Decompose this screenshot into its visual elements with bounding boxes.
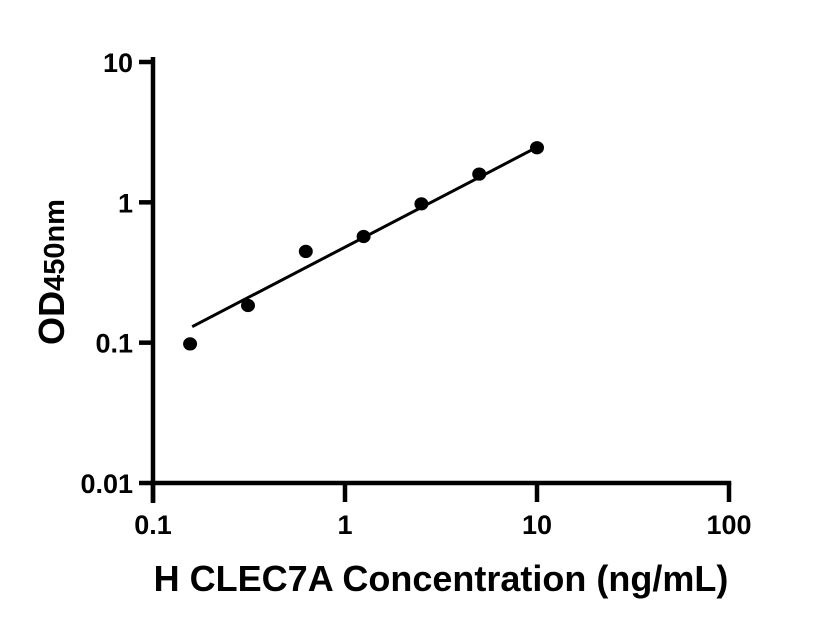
y-tick-label: 1	[118, 188, 133, 218]
y-tick-label: 0.1	[95, 329, 133, 359]
y-axis-title: OD450nm	[31, 199, 72, 345]
data-point	[472, 167, 487, 181]
data-point	[356, 229, 371, 244]
x-tick-label: 0.1	[134, 510, 172, 540]
data-point	[298, 244, 313, 259]
x-tick-label: 10	[522, 510, 552, 540]
y-axis-title-main: OD	[31, 291, 72, 345]
x-tick-label: 1	[337, 510, 352, 540]
y-tick-label: 0.01	[80, 469, 133, 499]
x-axis-title: H CLEC7A Concentration (ng/mL)	[154, 558, 729, 599]
data-point	[530, 141, 544, 155]
data-point	[241, 298, 256, 313]
data-point	[414, 197, 429, 211]
data-point	[183, 337, 198, 351]
x-tick-label: 100	[706, 510, 751, 540]
y-tick-label: 10	[103, 48, 133, 78]
y-axis-title-sub: 450nm	[39, 199, 71, 291]
